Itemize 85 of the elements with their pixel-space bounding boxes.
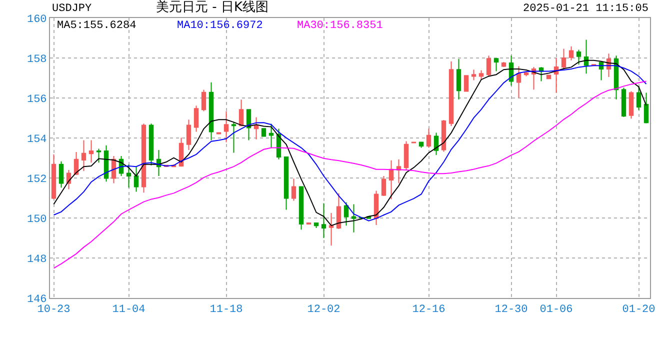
candlestick [134,166,139,192]
candlestick [224,110,229,143]
candlestick [156,150,162,176]
candlestick [298,186,304,230]
candlestick [81,140,86,172]
candlestick [254,116,259,140]
candlestick [148,123,154,166]
candlestick [636,86,642,110]
candlestick [201,89,206,112]
candlestick [628,90,634,120]
x-tick-label: 11-18 [210,304,243,316]
candlestick [426,128,432,148]
candlestick [374,190,379,226]
candlestick [584,39,589,74]
candlestick [321,202,326,238]
candlestick [336,192,342,230]
candlestick [74,152,79,176]
candlestick [471,69,476,81]
candlestick [568,46,574,61]
candlestick [381,176,386,196]
text: 2025-01-21 11:15:05 [523,3,648,15]
text: MA30:156.8351 [297,20,384,32]
candlestick [88,140,94,164]
candlestick [58,160,64,188]
candlestick [246,109,252,141]
text: MA5:155.6284 [57,20,137,32]
y-tick-label: 156 [26,94,47,106]
x-tick-label: 12-02 [307,304,340,316]
candlestick [516,66,522,98]
y-tick-label: 154 [26,134,48,146]
candlestick [554,58,559,94]
candlestick [104,144,109,182]
candlestick [314,222,319,228]
candlestick [351,204,356,233]
candlestick [418,142,424,148]
candlestick [291,178,296,202]
candlestick [546,74,552,80]
candlestick [328,212,334,246]
candlestick [126,164,132,188]
x-tick-label: 01-20 [622,304,656,316]
x-tick-label: 01-06 [540,304,573,316]
candlestick [51,154,56,200]
x-tick-label: 10-23 [37,304,70,316]
y-tick-label: 146 [26,294,47,306]
candlestick [598,62,604,81]
y-tick-label: 148 [26,254,47,266]
y-tick-label: 160 [26,14,47,26]
y-tick-label: 152 [26,174,47,186]
line-series [53,80,647,269]
candlestick [486,55,492,77]
chart-title: 美元日元 - 日K线图 [156,0,268,15]
candlestick [614,55,619,100]
candlestick [194,105,199,132]
candlestick [404,140,409,170]
candlestick [456,58,462,100]
candlestick [141,123,146,194]
candlestick [576,49,582,66]
candlestick [178,137,184,168]
y-tick-label: 158 [26,54,47,66]
candlestick [261,128,266,138]
x-tick-label: 12-30 [494,304,528,316]
candlestick [268,123,274,148]
candlestick [344,202,349,226]
candlestick [494,58,499,72]
candlestick [231,122,236,154]
candlestick [644,92,649,124]
candlestick [208,82,214,141]
candlestick [561,48,566,70]
candlestick [238,99,244,127]
candlestick [284,156,289,210]
text: MA10:156.6972 [177,20,263,32]
chart-subtitle: USDJPY [52,3,92,15]
candlestick [464,75,469,92]
candlestick [441,120,446,152]
candlestick [388,160,394,200]
y-tick-label: 150 [26,214,47,226]
x-tick-label: 11-04 [112,304,146,316]
candlestick [478,70,484,80]
candlestick [186,119,192,150]
candlestick [396,158,402,184]
x-tick-label: 12-16 [412,304,446,316]
candlestick [448,60,454,126]
candlestick [434,132,439,156]
candlestick [96,148,102,164]
candlestick [621,87,626,118]
